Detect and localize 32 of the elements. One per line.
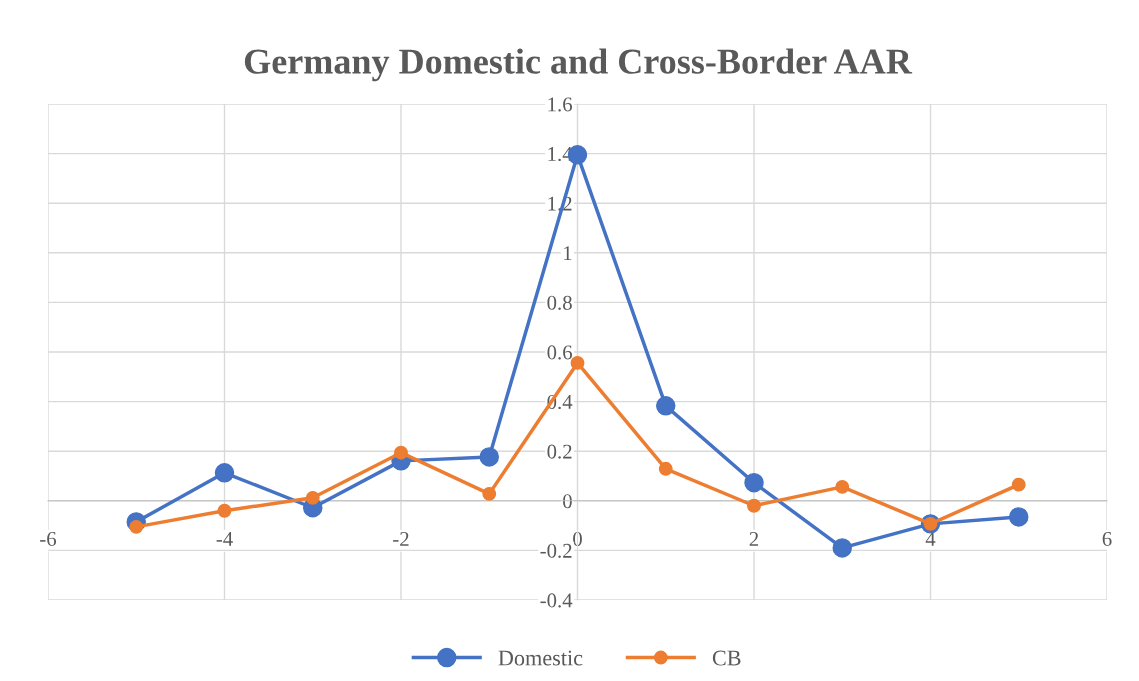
point [658, 461, 673, 476]
x-tick-label: 2 [749, 532, 759, 546]
point [832, 538, 852, 558]
point [744, 472, 764, 493]
point [305, 490, 320, 505]
y-tick-label: -0.2 [540, 543, 572, 558]
point [656, 396, 676, 416]
y-tick-label: 0 [563, 494, 572, 509]
chart-title: Germany Domestic and Cross-Border AAR [244, 48, 913, 82]
legend-label: Domestic [498, 650, 583, 666]
point [394, 445, 408, 460]
x-tick-label: -6 [40, 532, 57, 547]
point [214, 463, 235, 483]
y-tick-label: 0.8 [547, 295, 572, 310]
x-tick-label: 6 [1102, 532, 1112, 547]
point [835, 479, 850, 494]
x-tick-label: 4 [925, 532, 936, 546]
point [1011, 477, 1026, 492]
point [1009, 507, 1029, 527]
legend-label: CB [712, 650, 741, 666]
x-tick-label: -4 [216, 532, 233, 546]
y-tick-label: 0.2 [547, 444, 572, 459]
point [479, 447, 499, 467]
point [747, 498, 761, 513]
point [482, 486, 497, 501]
y-tick-label: 1.6 [548, 97, 573, 112]
y-tick-label: 0.6 [547, 345, 573, 360]
point [570, 355, 585, 370]
y-tick-label: -0.4 [540, 593, 573, 608]
y-tick-label: 1 [564, 246, 572, 261]
x-tick-label: -2 [393, 532, 409, 546]
point [217, 503, 232, 518]
